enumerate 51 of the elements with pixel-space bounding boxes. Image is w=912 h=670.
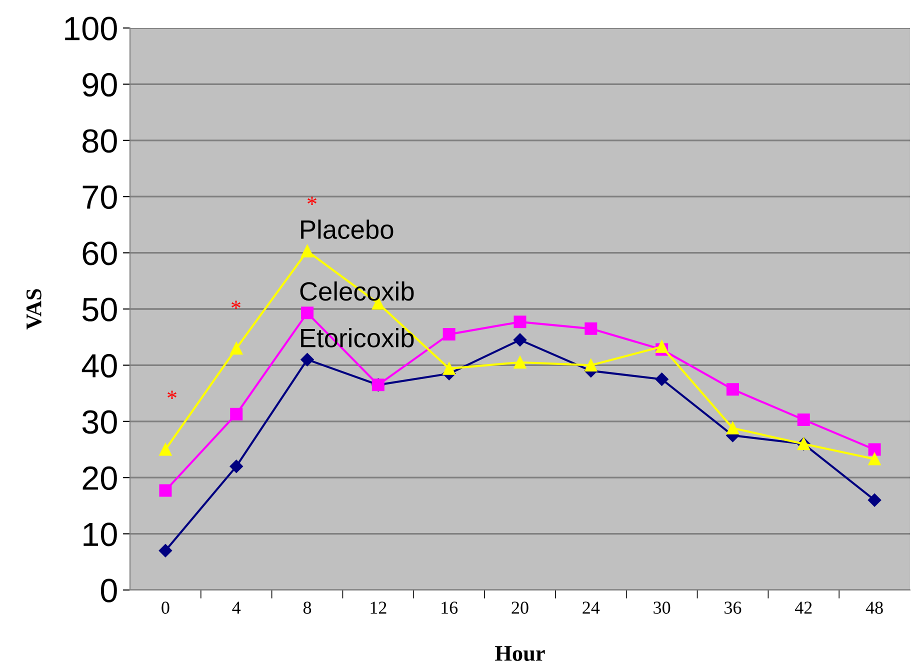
y-tick-label: 100 [65, 16, 117, 40]
y-tick-label: 20 [82, 466, 117, 490]
point [726, 383, 739, 396]
point [159, 443, 172, 456]
x-tick-label: 30 [654, 602, 670, 614]
x-tick-label: 48 [866, 602, 883, 614]
point [513, 333, 527, 346]
point [230, 408, 243, 420]
y-tick-label: 50 [82, 298, 117, 322]
point [442, 362, 456, 375]
series-label: Placebo [301, 220, 394, 239]
point [868, 443, 881, 456]
point [514, 356, 526, 369]
x-tick-label: 24 [582, 602, 600, 614]
y-tick-label: 90 [82, 73, 117, 97]
point [797, 413, 810, 426]
y-tick-label: 80 [82, 129, 117, 153]
point [656, 340, 668, 353]
point [514, 316, 526, 328]
annotation: * [168, 390, 176, 399]
y-axis-title: VAS [26, 289, 42, 330]
x-tick-label: 16 [442, 602, 458, 614]
point [158, 544, 172, 558]
point [301, 306, 314, 320]
annotation: * [232, 300, 240, 309]
point [584, 358, 598, 372]
x-tick-label: 20 [512, 602, 528, 614]
point [584, 322, 598, 335]
point [442, 328, 456, 341]
point [868, 452, 881, 466]
x-tick-label: 0 [162, 602, 170, 614]
point [655, 372, 668, 386]
y-tick-label: 30 [82, 410, 117, 434]
point [300, 352, 314, 366]
x-axis-title: Hour [495, 646, 545, 661]
y-tick-label: 70 [82, 185, 117, 210]
point [726, 422, 739, 434]
point [230, 342, 243, 355]
x-tick-label: 12 [370, 602, 386, 614]
x-tick-label: 4 [232, 602, 241, 614]
y-tick-label: 10 [84, 522, 117, 546]
point [230, 460, 243, 473]
annotation: * [308, 196, 316, 205]
point [159, 484, 172, 497]
y-tick-label: 60 [82, 242, 117, 266]
point [868, 493, 882, 507]
point [301, 244, 314, 258]
x-tick-label: 42 [794, 602, 812, 614]
x-tick-label: 36 [724, 602, 742, 614]
x-tick-label: 8 [303, 602, 312, 614]
y-tick-label: 40 [82, 354, 117, 378]
